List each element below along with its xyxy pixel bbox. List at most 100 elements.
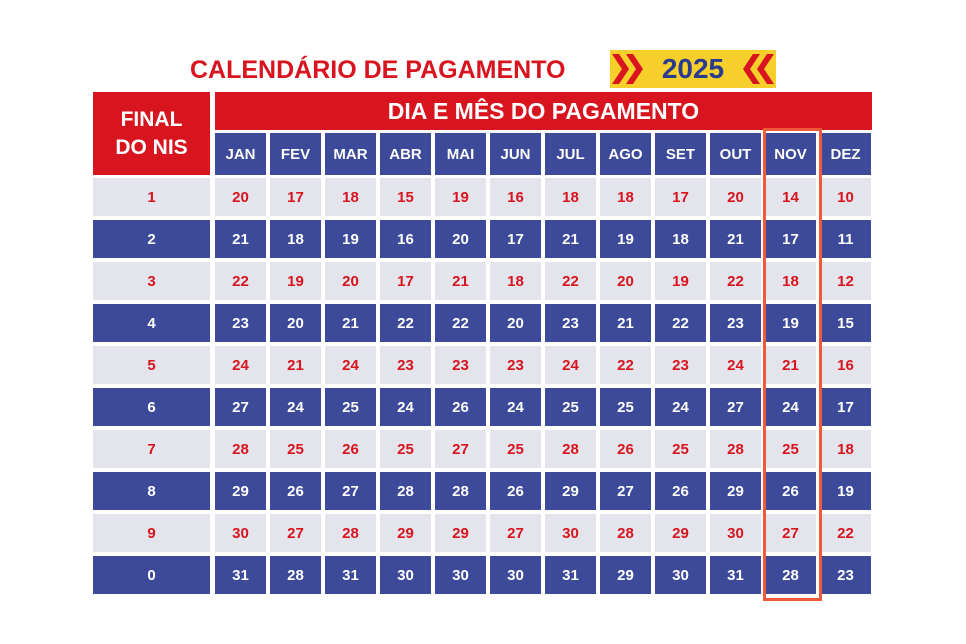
- payment-day: 29: [600, 556, 651, 594]
- payment-day: 27: [435, 430, 486, 468]
- payment-day: 21: [545, 220, 596, 258]
- payment-day: 19: [435, 178, 486, 216]
- month-header: NOV: [765, 133, 816, 175]
- month-header: MAI: [435, 133, 486, 175]
- payment-day: 18: [600, 178, 651, 216]
- payment-day: 31: [545, 556, 596, 594]
- payment-day: 20: [435, 220, 486, 258]
- payment-day: 30: [435, 556, 486, 594]
- payment-day: 29: [380, 514, 431, 552]
- nis-digit: 5: [93, 346, 210, 384]
- payment-day: 19: [655, 262, 706, 300]
- payment-day: 21: [325, 304, 376, 342]
- payment-day: 20: [710, 178, 761, 216]
- payment-day: 24: [215, 346, 266, 384]
- payment-day: 26: [655, 472, 706, 510]
- nis-digit: 7: [93, 430, 210, 468]
- payment-day: 19: [325, 220, 376, 258]
- payment-day: 25: [380, 430, 431, 468]
- payment-day: 28: [545, 430, 596, 468]
- payment-day: 12: [820, 262, 871, 300]
- payment-day: 25: [490, 430, 541, 468]
- payment-day: 24: [765, 388, 816, 426]
- payment-day: 27: [215, 388, 266, 426]
- payment-day: 23: [435, 346, 486, 384]
- payment-day: 28: [270, 556, 321, 594]
- payment-day: 26: [325, 430, 376, 468]
- payment-day: 24: [490, 388, 541, 426]
- payment-day: 19: [600, 220, 651, 258]
- highlight-column: [763, 128, 822, 601]
- payment-day: 27: [325, 472, 376, 510]
- payment-day: 27: [600, 472, 651, 510]
- payment-day: 23: [820, 556, 871, 594]
- payment-day: 20: [270, 304, 321, 342]
- month-header: MAR: [325, 133, 376, 175]
- payment-day: 25: [765, 430, 816, 468]
- nis-digit: 0: [93, 556, 210, 594]
- payment-day: 31: [710, 556, 761, 594]
- payment-day: 18: [490, 262, 541, 300]
- payment-day: 23: [545, 304, 596, 342]
- payment-day: 19: [765, 304, 816, 342]
- payment-day: 15: [820, 304, 871, 342]
- payment-day: 29: [655, 514, 706, 552]
- payment-day: 20: [215, 178, 266, 216]
- nis-digit: 4: [93, 304, 210, 342]
- payment-day: 26: [765, 472, 816, 510]
- payment-day: 26: [600, 430, 651, 468]
- payment-day: 20: [600, 262, 651, 300]
- payment-day: 22: [710, 262, 761, 300]
- payment-day: 19: [270, 262, 321, 300]
- payment-day: 24: [710, 346, 761, 384]
- payment-day: 18: [325, 178, 376, 216]
- payment-day: 24: [270, 388, 321, 426]
- payment-day: 31: [215, 556, 266, 594]
- payment-day: 22: [600, 346, 651, 384]
- payment-day: 25: [545, 388, 596, 426]
- payment-day: 18: [655, 220, 706, 258]
- payment-day: 23: [215, 304, 266, 342]
- payment-day: 26: [490, 472, 541, 510]
- nis-digit: 3: [93, 262, 210, 300]
- payment-day: 17: [270, 178, 321, 216]
- payment-day: 27: [710, 388, 761, 426]
- group-header: DIA E MÊS DO PAGAMENTO: [215, 92, 872, 130]
- payment-day: 24: [380, 388, 431, 426]
- payment-day: 29: [215, 472, 266, 510]
- payment-day: 22: [215, 262, 266, 300]
- payment-day: 17: [820, 388, 871, 426]
- payment-day: 17: [380, 262, 431, 300]
- payment-day: 22: [545, 262, 596, 300]
- payment-day: 16: [490, 178, 541, 216]
- payment-day: 23: [490, 346, 541, 384]
- payment-day: 15: [380, 178, 431, 216]
- payment-day: 28: [325, 514, 376, 552]
- month-header: FEV: [270, 133, 321, 175]
- payment-day: 28: [710, 430, 761, 468]
- payment-day: 24: [655, 388, 706, 426]
- payment-day: 25: [325, 388, 376, 426]
- nis-digit: 2: [93, 220, 210, 258]
- payment-day: 29: [435, 514, 486, 552]
- payment-day: 28: [600, 514, 651, 552]
- payment-day: 22: [435, 304, 486, 342]
- payment-day: 26: [270, 472, 321, 510]
- payment-day: 23: [655, 346, 706, 384]
- payment-day: 16: [820, 346, 871, 384]
- month-header: JUN: [490, 133, 541, 175]
- payment-day: 17: [655, 178, 706, 216]
- payment-day: 18: [270, 220, 321, 258]
- payment-day: 10: [820, 178, 871, 216]
- payment-day: 31: [325, 556, 376, 594]
- payment-day: 21: [435, 262, 486, 300]
- month-header: ABR: [380, 133, 431, 175]
- payment-day: 26: [435, 388, 486, 426]
- title: CALENDÁRIO DE PAGAMENTO: [190, 55, 566, 84]
- payment-day: 22: [380, 304, 431, 342]
- payment-day: 21: [270, 346, 321, 384]
- payment-day: 27: [270, 514, 321, 552]
- payment-day: 27: [765, 514, 816, 552]
- payment-day: 20: [325, 262, 376, 300]
